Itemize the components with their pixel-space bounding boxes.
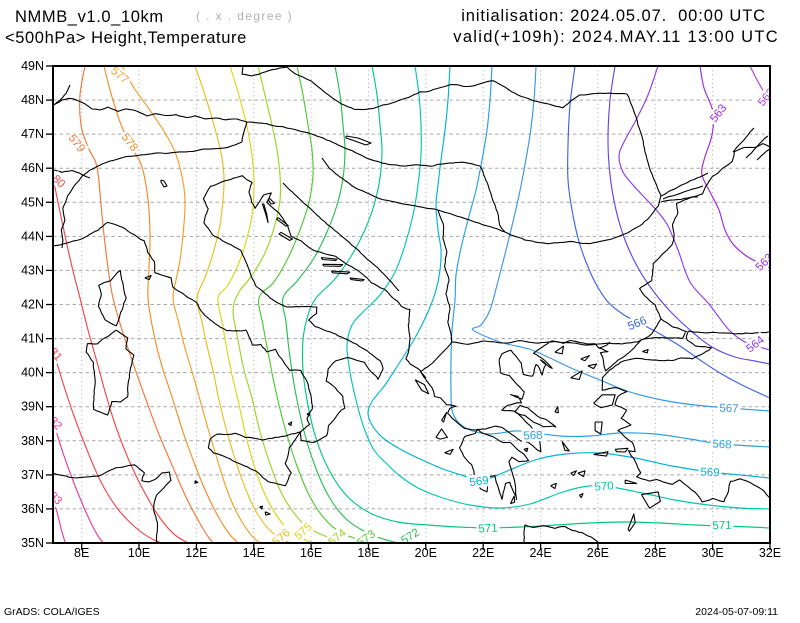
svg-text:46N: 46N bbox=[21, 161, 44, 175]
svg-text:41N: 41N bbox=[21, 332, 44, 346]
svg-text:14E: 14E bbox=[243, 546, 265, 560]
svg-text:38N: 38N bbox=[21, 434, 44, 448]
svg-text:10E: 10E bbox=[128, 546, 150, 560]
svg-text:568: 568 bbox=[712, 439, 732, 452]
svg-text:32E: 32E bbox=[759, 546, 781, 560]
svg-text:NMMB_v1.0_10km: NMMB_v1.0_10km bbox=[15, 8, 164, 26]
svg-text:44N: 44N bbox=[21, 229, 44, 243]
svg-text:26E: 26E bbox=[587, 546, 609, 560]
svg-text:20E: 20E bbox=[415, 546, 437, 560]
svg-text:39N: 39N bbox=[21, 400, 44, 414]
svg-text:35N: 35N bbox=[21, 536, 44, 550]
svg-text:<500hPa> Height,Temperature: <500hPa> Height,Temperature bbox=[5, 29, 247, 47]
svg-text:570: 570 bbox=[594, 480, 614, 493]
svg-text:568: 568 bbox=[523, 430, 543, 443]
svg-text:45N: 45N bbox=[21, 195, 44, 209]
svg-text:12E: 12E bbox=[185, 546, 207, 560]
svg-text:36N: 36N bbox=[21, 502, 44, 516]
svg-text:83: 83 bbox=[47, 490, 65, 508]
svg-text:81: 81 bbox=[47, 346, 64, 364]
svg-text:18E: 18E bbox=[357, 546, 379, 560]
svg-text:2024-05-07-09:11: 2024-05-07-09:11 bbox=[695, 606, 778, 618]
svg-text:47N: 47N bbox=[21, 127, 44, 141]
svg-text:valid(+109h): 2024.MAY.11 13:0: valid(+109h): 2024.MAY.11 13:00 UTC bbox=[453, 28, 779, 46]
svg-text:43N: 43N bbox=[21, 263, 44, 277]
svg-text:82: 82 bbox=[47, 415, 64, 433]
svg-text:571: 571 bbox=[478, 523, 498, 536]
svg-text:571: 571 bbox=[712, 520, 732, 533]
svg-text:28E: 28E bbox=[644, 546, 666, 560]
svg-text:569: 569 bbox=[469, 475, 490, 490]
svg-text:49N: 49N bbox=[21, 59, 44, 73]
svg-text:37N: 37N bbox=[21, 468, 44, 482]
svg-text:8E: 8E bbox=[74, 546, 89, 560]
svg-text:42N: 42N bbox=[21, 298, 44, 312]
svg-text:22E: 22E bbox=[472, 546, 494, 560]
svg-text:48N: 48N bbox=[21, 93, 44, 107]
svg-text:569: 569 bbox=[700, 467, 720, 480]
svg-text:GrADS: COLA/IGES: GrADS: COLA/IGES bbox=[4, 606, 100, 618]
svg-text:30E: 30E bbox=[701, 546, 723, 560]
svg-text:initialisation: 2024.05.07. 0: initialisation: 2024.05.07. 00:00 UTC bbox=[461, 7, 766, 25]
svg-text:24E: 24E bbox=[529, 546, 551, 560]
svg-text:40N: 40N bbox=[21, 366, 44, 380]
svg-text:567: 567 bbox=[719, 403, 739, 416]
svg-text:( . x . degree ): ( . x . degree ) bbox=[196, 9, 293, 23]
svg-text:16E: 16E bbox=[300, 546, 322, 560]
